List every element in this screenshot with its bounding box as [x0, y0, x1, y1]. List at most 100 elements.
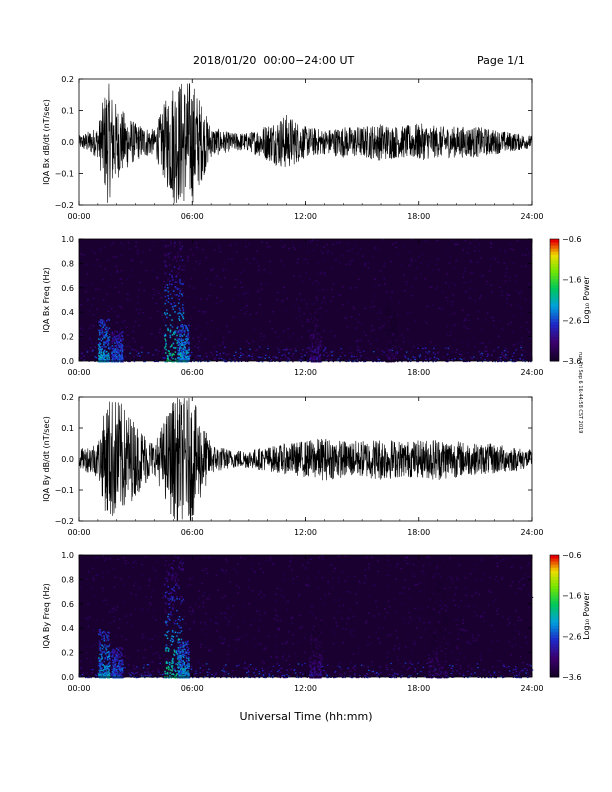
- spectrogram-lowband: [213, 675, 216, 677]
- colorbar-segment: [550, 333, 559, 338]
- spectrogram-event: [179, 335, 181, 337]
- spectrogram-noise: [151, 297, 154, 299]
- spectrogram-noise: [466, 641, 468, 643]
- spectrogram-noise: [205, 257, 207, 259]
- spectrogram-lowband: [425, 676, 428, 679]
- spectrogram-event: [387, 311, 390, 313]
- spectrogram-event: [312, 351, 315, 353]
- spectrogram-noise: [205, 624, 207, 626]
- spectrogram-lowband: [424, 676, 426, 678]
- spectrogram-noise: [521, 337, 523, 339]
- spectrogram-noise: [281, 246, 284, 248]
- spectrogram-noise: [205, 570, 207, 572]
- spectrogram-noise: [112, 242, 114, 244]
- spectrogram-event: [117, 665, 119, 667]
- spectrogram-event: [312, 358, 314, 361]
- spectrogram-event: [112, 671, 115, 674]
- x-tick-label: 18:00: [407, 212, 430, 221]
- spectrogram-noise: [520, 567, 522, 569]
- spectrogram-event: [181, 269, 184, 271]
- spectrogram-noise: [476, 239, 478, 241]
- spectrogram-event: [186, 328, 189, 330]
- spectrogram-event: [188, 348, 190, 351]
- spectrogram-lowband: [139, 355, 141, 357]
- spectrogram-noise: [208, 295, 211, 297]
- spectrogram-event: [103, 669, 105, 671]
- spectrogram-lowband: [462, 673, 464, 675]
- spectrogram-event: [112, 347, 115, 349]
- spectrogram-noise: [512, 344, 515, 346]
- spectrogram-noise: [386, 652, 388, 654]
- spectrogram-noise: [349, 609, 351, 611]
- spectrogram-noise: [322, 604, 325, 606]
- spectrogram-noise: [322, 252, 324, 254]
- spectrogram-event: [313, 319, 315, 322]
- spectrogram-event: [173, 360, 175, 363]
- spectrogram-noise: [530, 338, 533, 340]
- spectrogram-lowband: [436, 352, 439, 354]
- spectrogram-noise: [468, 247, 470, 249]
- spectrogram-noise: [126, 298, 129, 300]
- spectrogram-event: [392, 360, 394, 363]
- spectrogram-event: [98, 351, 101, 354]
- spectrogram-lowband: [513, 675, 515, 677]
- spectrogram-event: [391, 325, 393, 328]
- spectrogram-event: [100, 332, 102, 334]
- spectrogram-event: [174, 286, 177, 288]
- spectrogram-noise: [151, 245, 153, 247]
- spectrogram-noise: [435, 568, 438, 570]
- spectrogram-lowband: [210, 351, 212, 353]
- spectrogram-event: [120, 332, 122, 335]
- spectrogram-event: [385, 321, 388, 323]
- spectrogram-lowband: [360, 355, 362, 357]
- spectrogram-event: [179, 249, 182, 252]
- spectrogram-lowband: [355, 676, 358, 678]
- spectrogram-event: [173, 333, 175, 335]
- spectrogram-noise: [383, 324, 386, 326]
- spectrogram-event: [108, 638, 110, 641]
- colorbar-label: Log₁₀ Power: [582, 276, 591, 324]
- spectrogram-event: [172, 308, 175, 310]
- spectrogram-event: [118, 672, 121, 674]
- spectrogram-noise: [206, 322, 208, 324]
- spectrogram-event: [176, 664, 179, 666]
- spectrogram-noise: [267, 670, 269, 672]
- spectrogram-noise: [263, 648, 265, 650]
- spectrogram-noise: [254, 571, 256, 573]
- spectrogram-event: [168, 350, 170, 353]
- spectrogram-event: [117, 660, 119, 662]
- spectrogram-event: [106, 335, 108, 337]
- spectrogram-noise: [134, 320, 137, 322]
- spectrogram-noise: [145, 596, 147, 598]
- spectrogram-noise: [395, 578, 397, 580]
- spectrogram-noise: [251, 590, 254, 592]
- spectrogram-event: [175, 670, 177, 672]
- spectrogram-lowband: [497, 357, 499, 359]
- spectrogram-event: [179, 344, 181, 347]
- spectrogram-event: [117, 352, 119, 354]
- spectrogram-lowband: [133, 668, 135, 670]
- spectrogram-event: [113, 651, 115, 654]
- spectrogram-noise: [504, 249, 507, 251]
- spectrogram-lowband: [141, 346, 143, 348]
- spectrogram-noise: [223, 665, 226, 667]
- spectrogram-noise: [499, 286, 501, 289]
- spectrogram-lowband: [378, 359, 381, 361]
- spectrogram-lowband: [83, 355, 85, 357]
- spectrogram-noise: [406, 284, 409, 286]
- spectrogram-lowband: [417, 347, 419, 349]
- spectrogram-lowband: [354, 665, 356, 667]
- spectrogram-noise: [87, 618, 89, 621]
- spectrogram-lowband: [349, 675, 352, 677]
- spectrogram-event: [106, 657, 109, 660]
- spectrogram-noise: [303, 299, 305, 301]
- spectrogram-noise: [194, 345, 196, 348]
- spectrogram-lowband: [207, 361, 209, 363]
- y-tick-label: 0.2: [61, 393, 74, 402]
- spectrogram-noise: [359, 248, 362, 250]
- spectrogram-event: [115, 356, 118, 358]
- spectrogram-lowband: [531, 669, 534, 671]
- spectrogram-event: [177, 347, 179, 349]
- spectrogram-event: [113, 660, 115, 662]
- spectrogram-lowband: [206, 671, 209, 673]
